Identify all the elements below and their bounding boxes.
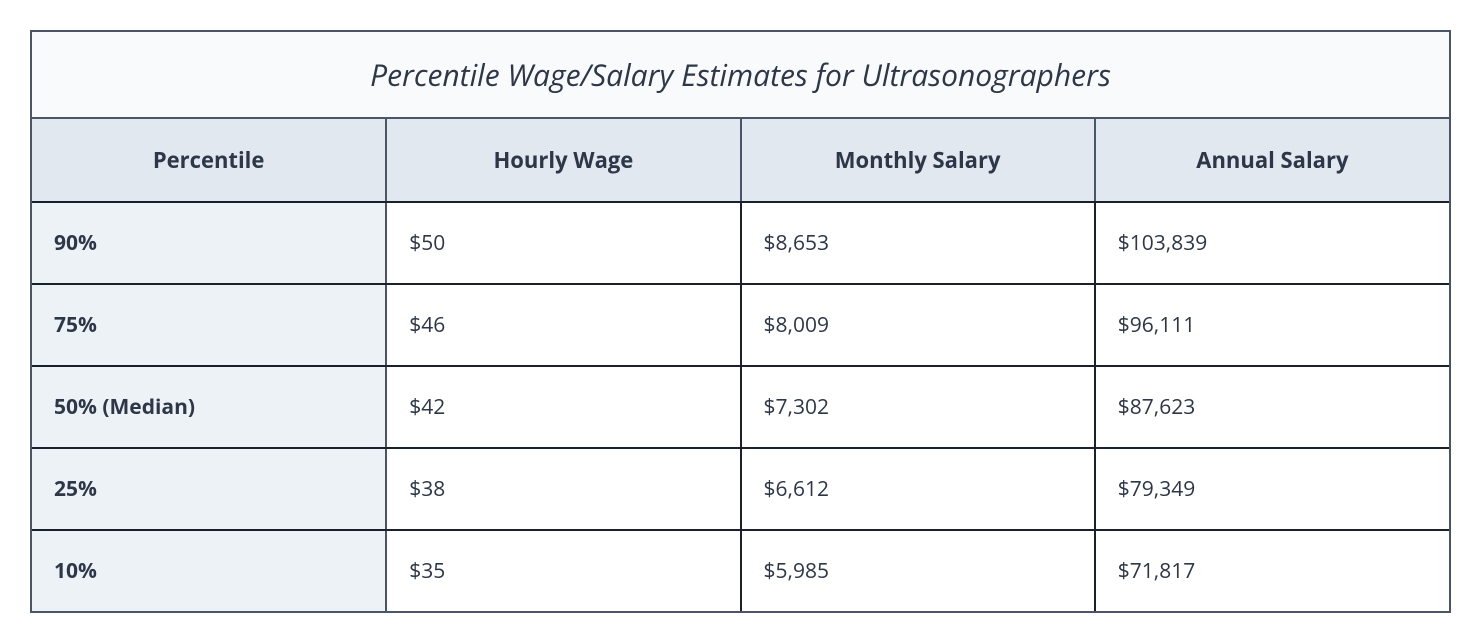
col-header-hourly: Hourly Wage [386,118,740,202]
table-row: 10% $35 $5,985 $71,817 [32,530,1449,611]
cell-percentile: 25% [32,448,386,530]
table-header-row: Percentile Hourly Wage Monthly Salary An… [32,118,1449,202]
cell-percentile: 10% [32,530,386,611]
cell-annual: $96,111 [1095,284,1449,366]
col-header-annual: Annual Salary [1095,118,1449,202]
cell-annual: $79,349 [1095,448,1449,530]
cell-hourly: $46 [386,284,740,366]
cell-monthly: $7,302 [741,366,1095,448]
cell-percentile: 75% [32,284,386,366]
table-title-row: Percentile Wage/Salary Estimates for Ult… [32,32,1449,118]
salary-table-container: Percentile Wage/Salary Estimates for Ult… [30,30,1451,613]
cell-monthly: $8,653 [741,202,1095,284]
table-row: 75% $46 $8,009 $96,111 [32,284,1449,366]
cell-hourly: $42 [386,366,740,448]
cell-annual: $103,839 [1095,202,1449,284]
table-row: 50% (Median) $42 $7,302 $87,623 [32,366,1449,448]
cell-hourly: $35 [386,530,740,611]
cell-monthly: $5,985 [741,530,1095,611]
cell-annual: $71,817 [1095,530,1449,611]
cell-annual: $87,623 [1095,366,1449,448]
cell-percentile: 50% (Median) [32,366,386,448]
salary-table: Percentile Wage/Salary Estimates for Ult… [32,32,1449,611]
cell-hourly: $38 [386,448,740,530]
col-header-monthly: Monthly Salary [741,118,1095,202]
table-title: Percentile Wage/Salary Estimates for Ult… [32,32,1449,118]
cell-monthly: $8,009 [741,284,1095,366]
cell-percentile: 90% [32,202,386,284]
cell-monthly: $6,612 [741,448,1095,530]
cell-hourly: $50 [386,202,740,284]
table-row: 90% $50 $8,653 $103,839 [32,202,1449,284]
table-row: 25% $38 $6,612 $79,349 [32,448,1449,530]
col-header-percentile: Percentile [32,118,386,202]
